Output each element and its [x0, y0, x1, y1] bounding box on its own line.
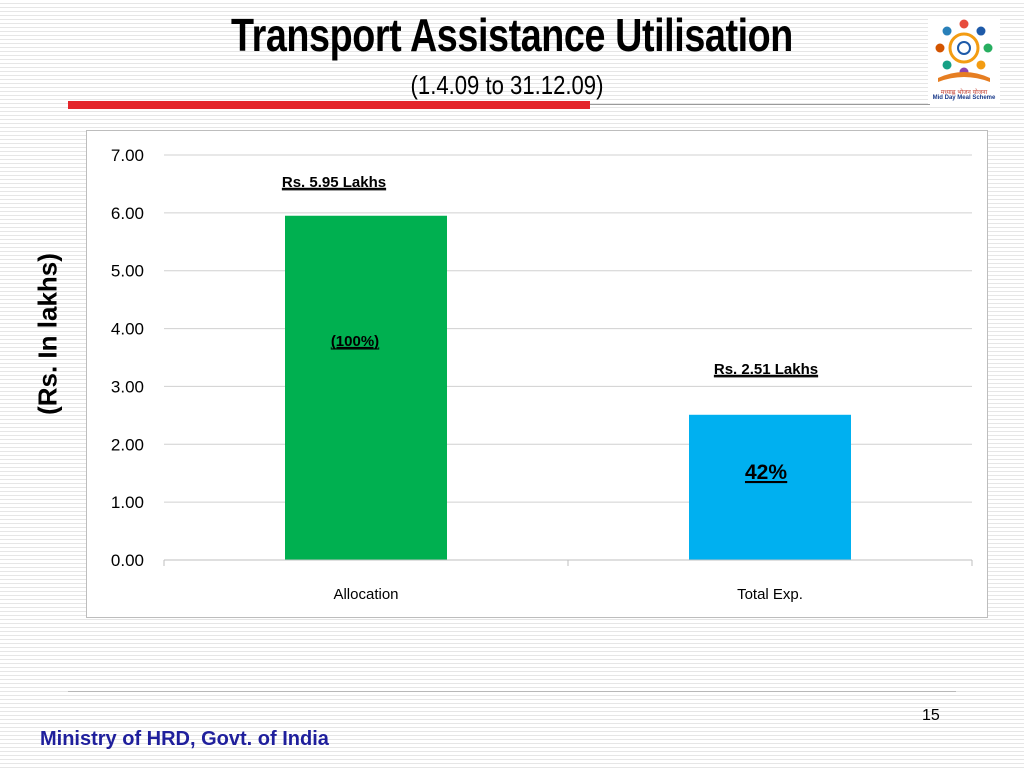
logo-english-text: Mid Day Meal Scheme	[932, 95, 996, 101]
x-category-label: Total Exp.	[737, 586, 803, 603]
y-tick-label: 6.00	[111, 204, 144, 223]
y-axis-label: (Rs. In lakhs)	[32, 253, 63, 415]
y-tick-label: 2.00	[111, 435, 144, 454]
x-category-label: Allocation	[333, 586, 398, 603]
logo-figure-icon	[942, 26, 952, 36]
logo-figure-icon	[976, 60, 986, 70]
logo-figure-icon	[942, 60, 952, 70]
title-underline-red	[68, 101, 590, 109]
logo-figure-icon	[976, 26, 986, 36]
axes	[163, 559, 973, 566]
y-tick-label: 0.00	[111, 551, 144, 570]
bar-total-exp	[689, 414, 851, 560]
labels: 0.00 1.00 2.00 3.00 4.00 5.00 6.00 7.00 Allocati…	[111, 146, 819, 603]
logo-hindi-text: मध्याह्न भोजन योजना	[940, 89, 988, 96]
value-annotation: Rs. 5.95 Lakhs	[282, 174, 386, 191]
bar-chart: 0.00 1.00 2.00 3.00 4.00 5.00 6.00 7.00 Allocati…	[111, 146, 973, 603]
footer-text: Ministry of HRD, Govt. of India	[40, 728, 329, 750]
chart-area: 0.00 1.00 2.00 3.00 4.00 5.00 6.00 7.00 Allocati…	[86, 130, 988, 618]
value-annotation: Rs. 2.51 Lakhs	[714, 361, 818, 378]
y-tick-label: 1.00	[111, 493, 144, 512]
slide-subtitle: (1.4.09 to 31.12.09)	[410, 70, 604, 100]
bar-allocation	[285, 215, 447, 560]
title-underline-thin	[590, 104, 930, 105]
mid-day-meal-logo: मध्याह्न भोजन योजना Mid Day Meal Scheme	[928, 16, 1000, 104]
y-tick-label: 5.00	[111, 262, 144, 281]
y-tick-label: 7.00	[111, 146, 144, 165]
logo-emblem-icon	[935, 19, 993, 82]
y-tick-label: 4.00	[111, 320, 144, 339]
logo-figure-icon	[959, 19, 969, 29]
logo-figure-icon	[935, 43, 945, 53]
page-number: 15	[922, 707, 940, 724]
y-tick-label: 3.00	[111, 377, 144, 396]
logo-figure-icon	[983, 43, 993, 53]
bars	[285, 215, 851, 560]
footer-divider	[68, 691, 956, 692]
percent-annotation: 42%	[745, 461, 787, 484]
slide-title: Transport Assistance Utilisation	[231, 9, 793, 61]
percent-annotation: (100%)	[331, 333, 379, 350]
